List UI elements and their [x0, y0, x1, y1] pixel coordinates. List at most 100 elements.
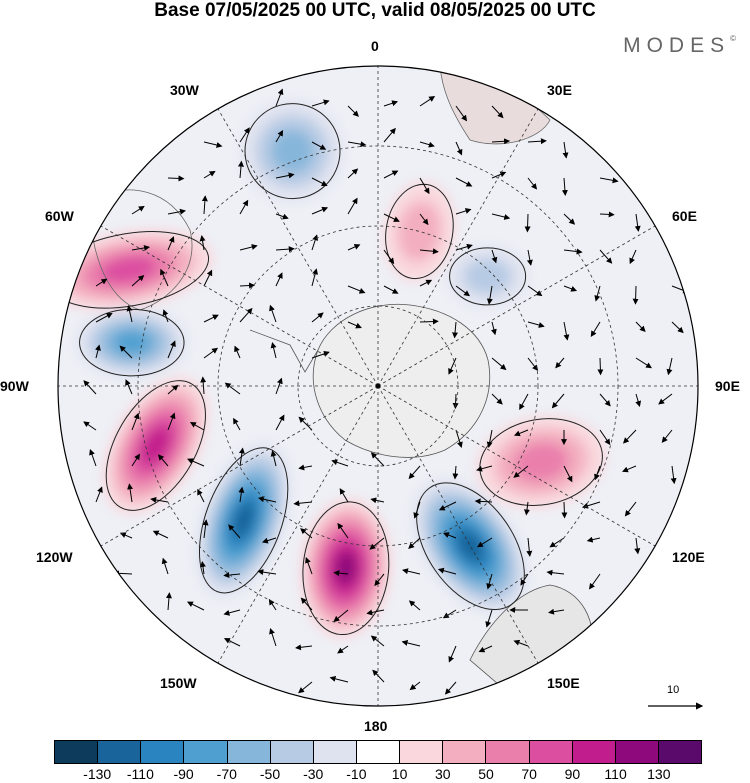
wind-arrow [599, 211, 615, 218]
brand-name: MODES [623, 34, 731, 57]
wind-arrow [563, 248, 583, 255]
wind-arrow [268, 598, 277, 611]
map-disk [58, 66, 698, 706]
wind-arrow [167, 208, 186, 215]
meridian-line [100, 225, 379, 387]
wind-arrow [383, 170, 399, 179]
wind-arrow [586, 536, 601, 543]
wind-arrow [127, 483, 134, 503]
wind-arrow [597, 357, 604, 376]
wind-arrow [514, 429, 529, 437]
wind-arrow [275, 272, 283, 287]
wind-arrow [401, 640, 421, 647]
lon-label-150w: 150W [160, 675, 197, 691]
wind-arrow [519, 393, 529, 411]
wind-arrow [131, 274, 145, 287]
wind-arrow [89, 448, 97, 467]
wind-arrow [347, 105, 359, 117]
streamline-contour [105, 380, 206, 511]
wind-arrow [455, 141, 463, 156]
wind-arrow [223, 572, 241, 579]
wind-arrow [490, 321, 497, 336]
wind-arrow [337, 645, 349, 654]
wind-arrow [275, 129, 284, 143]
colorbar-swatch [270, 741, 314, 763]
lon-label-60w: 60W [45, 208, 74, 224]
wind-arrow [197, 488, 205, 503]
wind-arrow [369, 537, 385, 550]
wind-arrow [333, 570, 349, 577]
wind-arrow [233, 417, 241, 431]
wind-arrow [455, 208, 472, 215]
wind-arrow [491, 393, 503, 405]
wind-arrow [374, 573, 385, 587]
south-america-landmass [89, 189, 193, 311]
wind-arrow [347, 244, 361, 251]
colorbar-tick-label: -10 [346, 766, 367, 782]
modes-logo: MODES© [623, 34, 736, 58]
wind-arrow [329, 675, 349, 683]
wind-arrow [293, 500, 313, 507]
wind-arrow [298, 464, 313, 471]
wind-arrow [419, 141, 435, 148]
wind-arrow [526, 249, 533, 266]
wind-arrow [95, 344, 101, 359]
streamline-contour [479, 418, 603, 507]
colorbar-tick-label: -90 [173, 766, 194, 782]
wind-arrow [257, 569, 277, 576]
wind-arrow [594, 465, 601, 481]
wind-arrow [658, 393, 673, 405]
wind-arrow [455, 105, 468, 122]
wind-arrow [239, 307, 253, 323]
wind-arrow [491, 357, 507, 371]
wind-arrow [634, 537, 641, 555]
wind-arrow [526, 537, 533, 557]
wind-arrow [224, 382, 241, 395]
latitude-circle [217, 225, 539, 547]
wind-arrow [275, 88, 284, 107]
wind-arrow [95, 312, 113, 323]
lon-label-180: 180 [364, 718, 388, 734]
wind-arrow [413, 501, 421, 519]
wind-arrow [275, 246, 295, 253]
wind-arrow [189, 422, 205, 431]
wind-arrow [419, 177, 430, 195]
wind-arrow [257, 496, 277, 503]
map-boundary [57, 65, 699, 707]
wind-arrow [239, 199, 249, 215]
wind-arrow [131, 412, 140, 431]
wind-arrow [203, 314, 219, 323]
wind-arrow [563, 321, 570, 341]
streamline-contour [302, 501, 390, 636]
wind-arrow [455, 177, 473, 187]
wind-arrow [624, 501, 637, 517]
wind-arrow [187, 458, 205, 467]
wind-arrow [131, 205, 145, 215]
colorbar-swatch [141, 741, 185, 763]
wind-arrow [419, 213, 429, 226]
wind-arrow [629, 249, 637, 265]
wind-arrow [203, 170, 216, 179]
wind-arrow [311, 312, 324, 323]
map-title: Base 07/05/2025 00 UTC, valid 08/05/2025… [154, 0, 596, 21]
negative-anomaly-contour [113, 330, 151, 355]
wind-arrow [269, 627, 277, 647]
streamline-contour [416, 482, 525, 611]
wind-arrow [599, 429, 611, 446]
wind-arrow [476, 537, 493, 548]
wind-arrow [275, 172, 295, 179]
wind-arrow [563, 285, 578, 292]
wind-vectors [58, 88, 690, 695]
wind-arrow [131, 453, 140, 467]
wind-arrow [131, 245, 151, 251]
meridian-line [377, 225, 656, 387]
wind-arrow [239, 282, 256, 289]
wind-arrow [419, 279, 433, 287]
colorbar-swatch [227, 741, 271, 763]
meridian-line [100, 385, 379, 547]
lon-label-0: 0 [371, 38, 379, 54]
polar-stereographic-map [57, 65, 699, 707]
colorbar-tick-label: -130 [83, 766, 112, 782]
lon-label-30e: 30E [547, 82, 572, 98]
wind-arrow [223, 638, 241, 647]
